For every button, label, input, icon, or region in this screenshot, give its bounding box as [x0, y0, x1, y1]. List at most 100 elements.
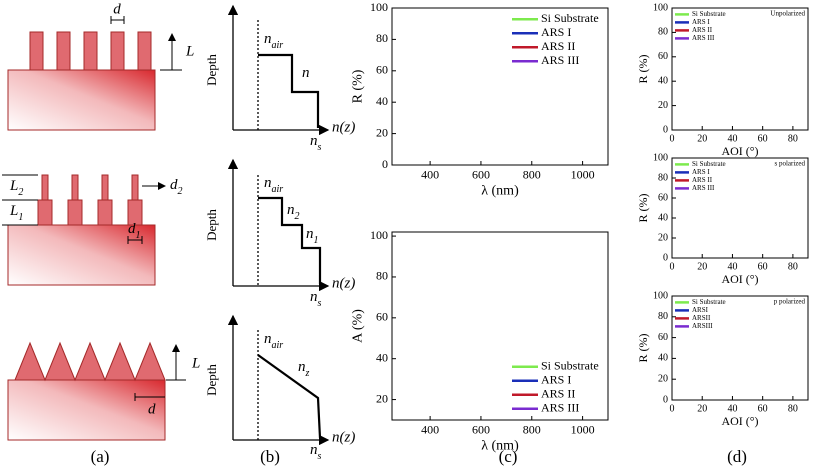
legend-label: ARS I: [692, 168, 710, 176]
label-sub: z: [305, 368, 310, 379]
legend-label: ARS III: [541, 53, 579, 67]
panel-label: (b): [260, 447, 280, 466]
y-tick-label: 60: [658, 332, 668, 343]
layer-label: nair: [264, 175, 283, 194]
width-2-label: d2: [170, 177, 183, 196]
x-tick-label: 80: [788, 261, 798, 272]
label-sub: 2: [295, 211, 300, 222]
y-tick-label: 60: [376, 310, 388, 324]
label-main: n: [310, 442, 318, 458]
legend-label: ARS II: [541, 39, 575, 53]
x-tick-label: 60: [758, 133, 768, 144]
x-tick-label: 400: [421, 168, 439, 182]
height-2-label: L2: [9, 178, 23, 197]
y-tick-label: 20: [376, 391, 388, 405]
structure-top: [7, 31, 156, 131]
x-tick-label: 40: [727, 133, 737, 144]
y-tick-label: 20: [658, 100, 668, 111]
y-axis-label: R (%): [636, 55, 650, 84]
legend-label: Si Substrate: [692, 10, 726, 18]
y-tick-label: 20: [658, 373, 668, 384]
nz-label: n(z): [332, 275, 355, 291]
plot-frame: [671, 295, 809, 401]
label-main: n: [310, 289, 318, 305]
label-sub: 1: [136, 230, 141, 241]
nz-label: n(z): [332, 429, 355, 445]
layer-label: n: [302, 65, 310, 81]
label-sub: air: [272, 40, 284, 51]
x-tick-label: 40: [727, 403, 737, 414]
y-tick-label: 100: [370, 0, 388, 14]
label-main: n: [287, 202, 295, 218]
x-tick-label: 0: [670, 403, 675, 414]
y-axis-label: R (%): [636, 334, 650, 363]
x-tick-label: 40: [727, 261, 737, 272]
plot-frame: [391, 231, 609, 421]
label-main: n: [310, 133, 318, 149]
depth-label: Depth: [204, 364, 219, 396]
y-tick-label: 100: [653, 2, 668, 13]
x-tick-label: 20: [697, 261, 707, 272]
y-tick-label: 60: [658, 51, 668, 62]
label-main: L: [9, 203, 18, 219]
label-main: n: [302, 65, 310, 81]
label-sub: s: [318, 451, 322, 462]
legend-label: ARS II: [692, 176, 713, 184]
depth-label: Depth: [204, 54, 219, 86]
panel-label: (c): [499, 447, 518, 466]
y-tick-label: 40: [658, 75, 668, 86]
plot-frame: [671, 7, 809, 131]
label-sub: 1: [18, 212, 23, 223]
width-label: d: [113, 1, 121, 17]
y-tick-label: 40: [376, 94, 388, 108]
legend-label: ARS I: [541, 373, 571, 387]
x-tick-label: 0: [670, 261, 675, 272]
layer-label: n1: [306, 226, 319, 245]
y-tick-label: 0: [663, 252, 668, 263]
structure-bottom: [7, 341, 166, 441]
legend-label: ARS III: [692, 184, 715, 192]
label-sub: air: [272, 184, 284, 195]
y-tick-label: 80: [658, 172, 668, 183]
layer-label: nair: [264, 31, 283, 50]
layer-label: ns: [310, 289, 322, 308]
annotation: Unpolarized: [770, 10, 805, 18]
legend-label: ARS III: [541, 401, 579, 415]
x-axis-label: λ (nm): [481, 184, 519, 199]
panel-label: (a): [91, 447, 110, 466]
dimension-lines: [2, 174, 166, 244]
width-label: d: [148, 401, 156, 417]
x-tick-label: 400: [421, 423, 439, 437]
label-main: n: [264, 331, 272, 347]
x-axis-label: AOI (°): [721, 144, 758, 158]
legend-label: ARSIII: [692, 322, 713, 330]
x-tick-label: 60: [758, 403, 768, 414]
y-tick-label: 40: [376, 350, 388, 364]
x-tick-label: 20: [697, 403, 707, 414]
legend-label: Si Substrate: [692, 160, 726, 168]
x-tick-label: 80: [788, 133, 798, 144]
y-tick-label: 100: [653, 290, 668, 301]
nz-label: n(z): [332, 119, 355, 135]
x-tick-label: 800: [523, 168, 541, 182]
y-tick-label: 80: [376, 31, 388, 45]
x-tick-label: 0: [670, 133, 675, 144]
y-tick-label: 40: [658, 353, 668, 364]
label-sub: 1: [314, 235, 319, 246]
height-label: L: [191, 355, 200, 371]
legend-label: ARS II: [692, 26, 713, 34]
label-main: n: [264, 31, 272, 47]
y-axis-label: R (%): [636, 194, 650, 223]
label-main: d: [128, 221, 136, 237]
annotation: s polarized: [774, 160, 805, 168]
label-sub: 2: [178, 186, 183, 197]
y-tick-label: 40: [658, 212, 668, 223]
x-tick-label: 80: [788, 403, 798, 414]
legend-label: ARS II: [541, 387, 575, 401]
x-tick-label: 600: [472, 423, 490, 437]
label-sub: 2: [18, 187, 23, 198]
x-tick-label: 1000: [571, 168, 595, 182]
y-tick-label: 60: [376, 63, 388, 77]
legend-label: ARSII: [692, 314, 711, 322]
